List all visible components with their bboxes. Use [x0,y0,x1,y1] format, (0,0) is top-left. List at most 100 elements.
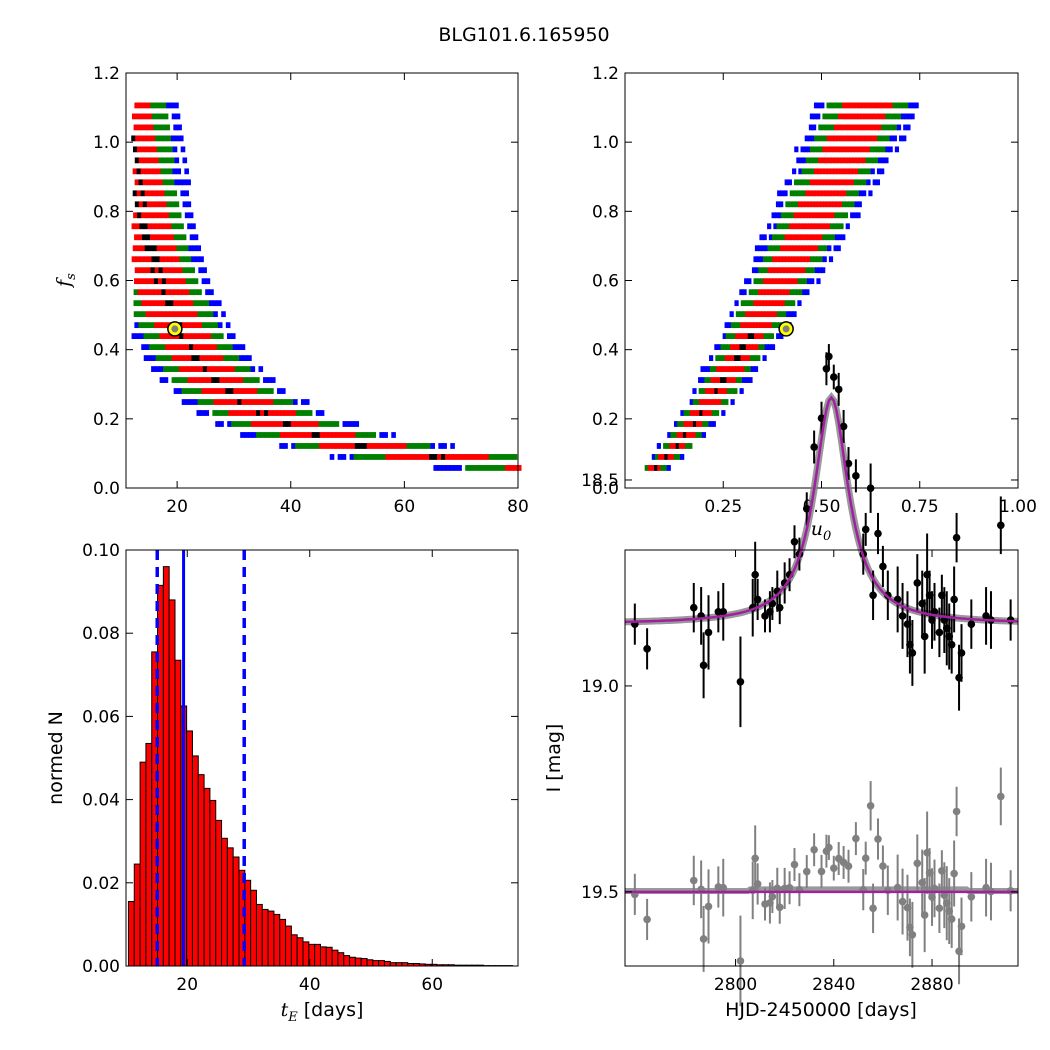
u0-fs-cell [698,377,703,383]
u0-fs-cell [657,465,662,471]
u0-fs-cell [816,278,821,285]
tE-fs-cell [315,410,321,416]
u0-fs-cell [747,333,752,340]
u0-fs-cell [720,377,725,383]
tE-fs-cell [220,344,226,351]
u0-fs-cell [799,267,804,274]
u0-fs-cell [651,454,656,460]
tE-fs-cell [153,212,158,219]
u0-fs-cell [824,124,829,131]
tE-fs-cell [201,322,207,329]
u0-fs-cell [741,333,746,340]
u0-fs-cell [769,256,774,263]
tE-fs-cell [173,388,179,394]
u0-fs-cell [731,366,737,372]
u0-fs-cell [803,179,808,186]
u0-fs-cell [897,113,903,120]
tE-fs-cell [430,443,435,449]
data-point [839,422,848,431]
tE-fs-cell [203,377,208,383]
data-point [751,570,759,579]
u0-fs-cell [822,113,827,120]
u0-fs-cell [705,399,710,405]
u0-fs-cell [720,344,725,351]
u0-fs-cell [795,289,801,296]
tE-fs-cell [150,201,156,208]
u0-fs-cell [779,201,784,208]
u0-fs-cell [805,157,810,164]
tE-fs-cell [151,113,157,120]
data-point [689,603,698,612]
tE-fs-cell [155,135,160,142]
u0-fs-cell [839,168,844,175]
u0-fs-cell [881,157,886,164]
u0-fs-cell [780,289,785,296]
tE-fs-cell [163,377,169,383]
u0-fs-cell [753,278,758,285]
tE-fs-cell [228,410,233,416]
tE-fs-cell [180,146,186,153]
tE-fs-cell [249,388,254,394]
u0-fs-cell [680,421,685,427]
u0-fs-cell [822,234,827,241]
u0-fs-cell [794,234,799,241]
tE-fs-cell [147,135,152,142]
tE-fs-cell [134,102,139,109]
tE-fs-cell [199,256,204,263]
tE-fs-cell [134,267,140,274]
u0-fs-cell [786,311,791,318]
tE-fs-cell [277,388,282,394]
u0-fs-cell [835,201,840,208]
tE-fs-cell [184,190,189,197]
tE-fs-cell [442,443,447,449]
u0-fs-cell [790,212,795,219]
tE-fs-cell [235,421,240,427]
u0-fs-cell [862,157,867,164]
u0-fs-cell [848,102,853,109]
u0-fs-cell [910,113,915,120]
tE-fs-cell [247,355,252,361]
u0-fs-cell [773,267,779,274]
u0-fs-cell [866,146,871,153]
lc-frame [624,549,1019,967]
u0-fs-cell [745,377,750,383]
tE-fs-cell [166,267,172,274]
tE-fs-cell [413,454,418,460]
u0-fs-cell [762,355,767,361]
tE-fs-cell [151,256,157,263]
tE-fs-ylabel: fs [53,273,79,289]
u0-fs-cell [695,399,701,405]
tE-fs-cell [211,333,216,340]
tE-fs-cell [143,223,149,230]
tE-fs-cell [186,267,192,274]
tE-fs-cell [183,333,188,340]
u0-fs-cell [828,234,833,241]
u0-fs-cell [730,399,735,405]
u0-fs-cell [778,234,783,241]
u0-fs-cell [787,179,792,186]
tE-fs-cell [189,399,195,405]
tE-fs-cell [393,454,398,460]
residual-point [852,834,860,843]
tE-fs-cell [158,102,163,109]
tE-fs-cell [167,366,172,372]
u0-fs-cell [747,366,752,372]
tE-fs-cell [219,333,224,340]
tE-fs-cell [168,245,174,252]
tE-fs-cell [153,344,158,351]
u0-fs-cell [775,256,780,263]
u0-fs-cell [821,190,826,197]
u0-fs-cell [796,157,801,164]
u0-fs-cell [845,135,850,142]
u0-fs-cell [868,190,873,197]
u0-fs-cell [888,146,893,153]
u0-fs-cell [670,454,675,460]
tE-fs-cell [468,454,474,460]
u0-fs-cell [644,465,649,471]
tE-fs-cell [219,355,224,361]
tE-fs-cell [171,223,176,230]
tE-fs-cell [193,388,199,394]
u0-fs-cell [892,135,897,142]
u0-fs-cell [692,410,698,416]
